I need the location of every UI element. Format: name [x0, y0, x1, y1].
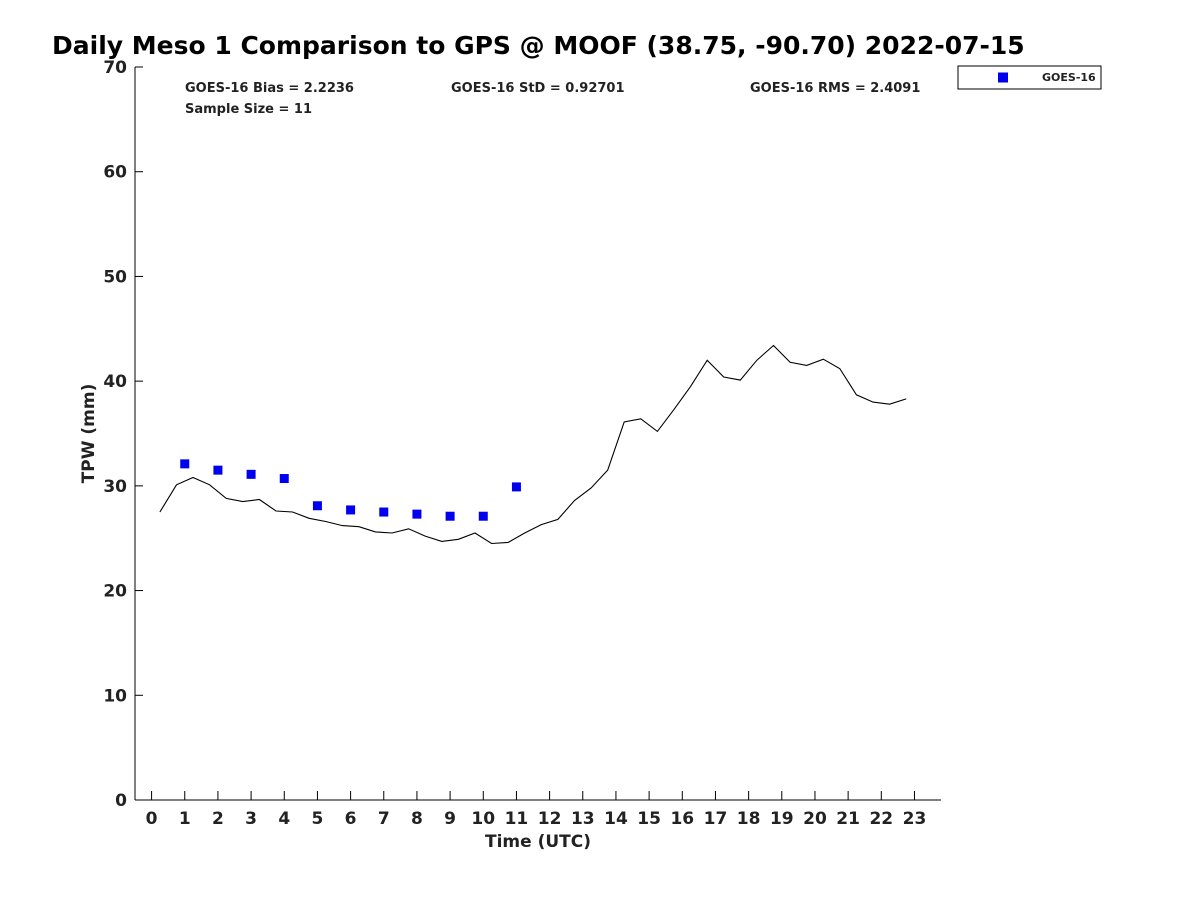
data-point-goes16 — [312, 501, 322, 511]
x-tick-label: 3 — [245, 809, 257, 829]
x-tick-label: 17 — [704, 809, 728, 829]
y-tick-label: 60 — [103, 163, 127, 183]
y-tick-label: 10 — [103, 686, 127, 706]
x-axis-label: Time (UTC) — [485, 832, 591, 852]
stat-rms: GOES-16 RMS = 2.4091 — [750, 81, 920, 96]
y-tick-label: 20 — [103, 582, 127, 602]
y-tick-label: 0 — [115, 791, 127, 811]
data-point-goes16 — [445, 511, 455, 521]
y-tick-label: 40 — [103, 372, 127, 392]
x-tick-label: 20 — [803, 809, 827, 829]
x-tick-label: 16 — [670, 809, 694, 829]
data-point-goes16 — [346, 505, 356, 515]
legend: GOES-16 — [957, 65, 1102, 90]
data-point-goes16 — [279, 474, 289, 484]
series-line — [159, 344, 907, 545]
data-point-goes16 — [478, 511, 488, 521]
y-axis-label: TPW (mm) — [79, 384, 99, 484]
x-tick-label: 2 — [212, 809, 224, 829]
x-tick-label: 23 — [903, 809, 927, 829]
chart-title: Daily Meso 1 Comparison to GPS @ MOOF (3… — [52, 31, 1025, 60]
legend-label-goes16: GOES-16 — [1042, 71, 1096, 84]
y-tick-label: 70 — [103, 58, 127, 78]
data-point-goes16 — [246, 469, 256, 479]
x-tick-label: 8 — [411, 809, 423, 829]
x-tick-label: 0 — [146, 809, 158, 829]
x-tick-label: 18 — [737, 809, 761, 829]
y-tick-label: 50 — [103, 267, 127, 287]
x-tick-label: 21 — [836, 809, 860, 829]
stat-sample-size: Sample Size = 11 — [185, 102, 312, 117]
x-ticks: 0 1 2 3 4 5 6 7 8 9 10 11 12 13 14 15 16 17 18 19 20 21 22 23 — [146, 791, 927, 829]
data-point-goes16 — [412, 509, 422, 519]
x-tick-label: 14 — [604, 809, 628, 829]
stat-std: GOES-16 StD = 0.92701 — [451, 81, 625, 96]
data-point-goes16 — [213, 465, 223, 475]
data-point-goes16 — [180, 459, 190, 469]
data-point-goes16 — [511, 482, 521, 492]
x-tick-label: 22 — [869, 809, 893, 829]
x-tick-label: 11 — [505, 809, 529, 829]
x-tick-label: 1 — [179, 809, 191, 829]
x-tick-label: 6 — [345, 809, 357, 829]
axes — [134, 67, 941, 801]
y-tick-label: 30 — [103, 477, 127, 497]
x-tick-label: 7 — [378, 809, 390, 829]
stat-bias: GOES-16 Bias = 2.2236 — [185, 81, 354, 96]
x-tick-label: 9 — [444, 809, 456, 829]
legend-box — [957, 65, 1102, 90]
x-tick-label: 12 — [538, 809, 562, 829]
x-tick-label: 4 — [278, 809, 290, 829]
x-tick-label: 5 — [312, 809, 324, 829]
x-tick-label: 10 — [471, 809, 495, 829]
x-tick-label: 19 — [770, 809, 794, 829]
x-tick-label: 15 — [637, 809, 661, 829]
legend-marker-goes16 — [998, 72, 1008, 83]
series-layer — [159, 344, 907, 545]
data-point-goes16 — [379, 507, 389, 517]
y-ticks: 0 10 20 30 40 50 60 70 — [103, 58, 143, 811]
x-tick-label: 13 — [571, 809, 595, 829]
